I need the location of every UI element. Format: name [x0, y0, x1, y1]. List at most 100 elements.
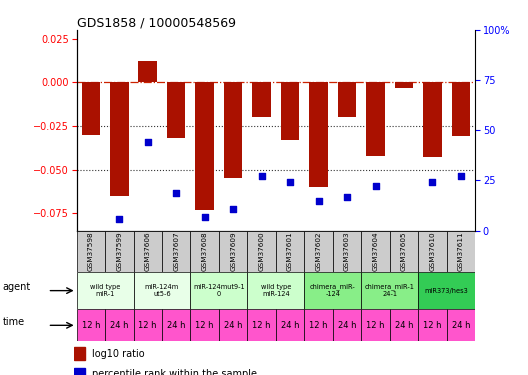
- Point: [258, 174, 266, 180]
- Text: wild type
miR-1: wild type miR-1: [90, 284, 120, 297]
- Bar: [162, 231, 191, 272]
- Bar: [276, 231, 304, 272]
- Text: GSM37605: GSM37605: [401, 231, 407, 271]
- Point: [229, 206, 238, 212]
- Bar: [333, 231, 361, 272]
- Text: percentile rank within the sample: percentile rank within the sample: [92, 369, 257, 375]
- Text: GSM37602: GSM37602: [316, 231, 322, 271]
- Text: miR373/hes3: miR373/hes3: [425, 288, 469, 294]
- Bar: [361, 231, 390, 272]
- Bar: [191, 272, 248, 309]
- Text: 12 h: 12 h: [423, 321, 442, 330]
- Text: GSM37608: GSM37608: [202, 231, 208, 271]
- Point: [201, 214, 209, 220]
- Point: [343, 194, 351, 200]
- Bar: [447, 231, 475, 272]
- Bar: [167, 82, 185, 138]
- Bar: [333, 309, 361, 341]
- Text: GSM37610: GSM37610: [429, 231, 436, 271]
- Text: GSM37606: GSM37606: [145, 231, 151, 271]
- Text: 24 h: 24 h: [110, 321, 128, 330]
- Bar: [191, 309, 219, 341]
- Bar: [252, 82, 271, 117]
- Text: 24 h: 24 h: [167, 321, 185, 330]
- Text: GSM37598: GSM37598: [88, 231, 94, 271]
- Bar: [162, 309, 191, 341]
- Bar: [77, 309, 105, 341]
- Bar: [81, 82, 100, 135]
- Bar: [366, 82, 385, 156]
- Text: log10 ratio: log10 ratio: [92, 349, 144, 359]
- Bar: [390, 231, 418, 272]
- Text: 12 h: 12 h: [366, 321, 385, 330]
- Bar: [304, 231, 333, 272]
- Point: [371, 183, 380, 189]
- Bar: [110, 82, 128, 196]
- Bar: [134, 309, 162, 341]
- Bar: [447, 309, 475, 341]
- Bar: [134, 231, 162, 272]
- Bar: [304, 272, 361, 309]
- Text: time: time: [3, 316, 25, 327]
- Point: [457, 174, 465, 180]
- Text: wild type
miR-124: wild type miR-124: [261, 284, 291, 297]
- Point: [314, 198, 323, 204]
- Bar: [248, 309, 276, 341]
- Text: 24 h: 24 h: [395, 321, 413, 330]
- Bar: [390, 309, 418, 341]
- Text: GSM37604: GSM37604: [373, 231, 379, 271]
- Text: GSM37600: GSM37600: [259, 231, 265, 271]
- Bar: [395, 82, 413, 88]
- Text: 24 h: 24 h: [281, 321, 299, 330]
- Bar: [219, 231, 248, 272]
- Bar: [74, 347, 85, 360]
- Bar: [361, 309, 390, 341]
- Text: chimera_miR-
-124: chimera_miR- -124: [310, 284, 356, 297]
- Bar: [423, 82, 442, 158]
- Bar: [105, 309, 134, 341]
- Text: GDS1858 / 10000548569: GDS1858 / 10000548569: [77, 17, 235, 30]
- Bar: [224, 82, 242, 178]
- Text: 24 h: 24 h: [224, 321, 242, 330]
- Bar: [219, 309, 248, 341]
- Bar: [309, 82, 328, 187]
- Point: [172, 189, 181, 195]
- Bar: [77, 272, 134, 309]
- Bar: [418, 309, 447, 341]
- Bar: [361, 272, 418, 309]
- Bar: [418, 272, 475, 309]
- Bar: [248, 231, 276, 272]
- Point: [428, 180, 437, 186]
- Bar: [195, 82, 214, 210]
- Bar: [105, 231, 134, 272]
- Text: chimera_miR-1
24-1: chimera_miR-1 24-1: [365, 284, 414, 297]
- Bar: [304, 309, 333, 341]
- Text: 12 h: 12 h: [309, 321, 328, 330]
- Text: GSM37611: GSM37611: [458, 231, 464, 271]
- Text: 12 h: 12 h: [81, 321, 100, 330]
- Bar: [338, 82, 356, 117]
- Text: agent: agent: [3, 282, 31, 292]
- Bar: [74, 368, 85, 375]
- Bar: [191, 231, 219, 272]
- Text: GSM37599: GSM37599: [116, 231, 122, 271]
- Text: 12 h: 12 h: [195, 321, 214, 330]
- Text: 24 h: 24 h: [338, 321, 356, 330]
- Bar: [77, 231, 105, 272]
- Text: 12 h: 12 h: [138, 321, 157, 330]
- Bar: [276, 309, 304, 341]
- Text: GSM37609: GSM37609: [230, 231, 236, 271]
- Bar: [134, 272, 191, 309]
- Bar: [452, 82, 470, 136]
- Text: 24 h: 24 h: [452, 321, 470, 330]
- Text: GSM37607: GSM37607: [173, 231, 179, 271]
- Text: GSM37601: GSM37601: [287, 231, 293, 271]
- Bar: [418, 231, 447, 272]
- Point: [286, 180, 294, 186]
- Text: 12 h: 12 h: [252, 321, 271, 330]
- Bar: [248, 272, 304, 309]
- Bar: [138, 62, 157, 82]
- Text: miR-124mut9-1
0: miR-124mut9-1 0: [193, 284, 245, 297]
- Text: miR-124m
ut5-6: miR-124m ut5-6: [145, 284, 179, 297]
- Bar: [281, 82, 299, 140]
